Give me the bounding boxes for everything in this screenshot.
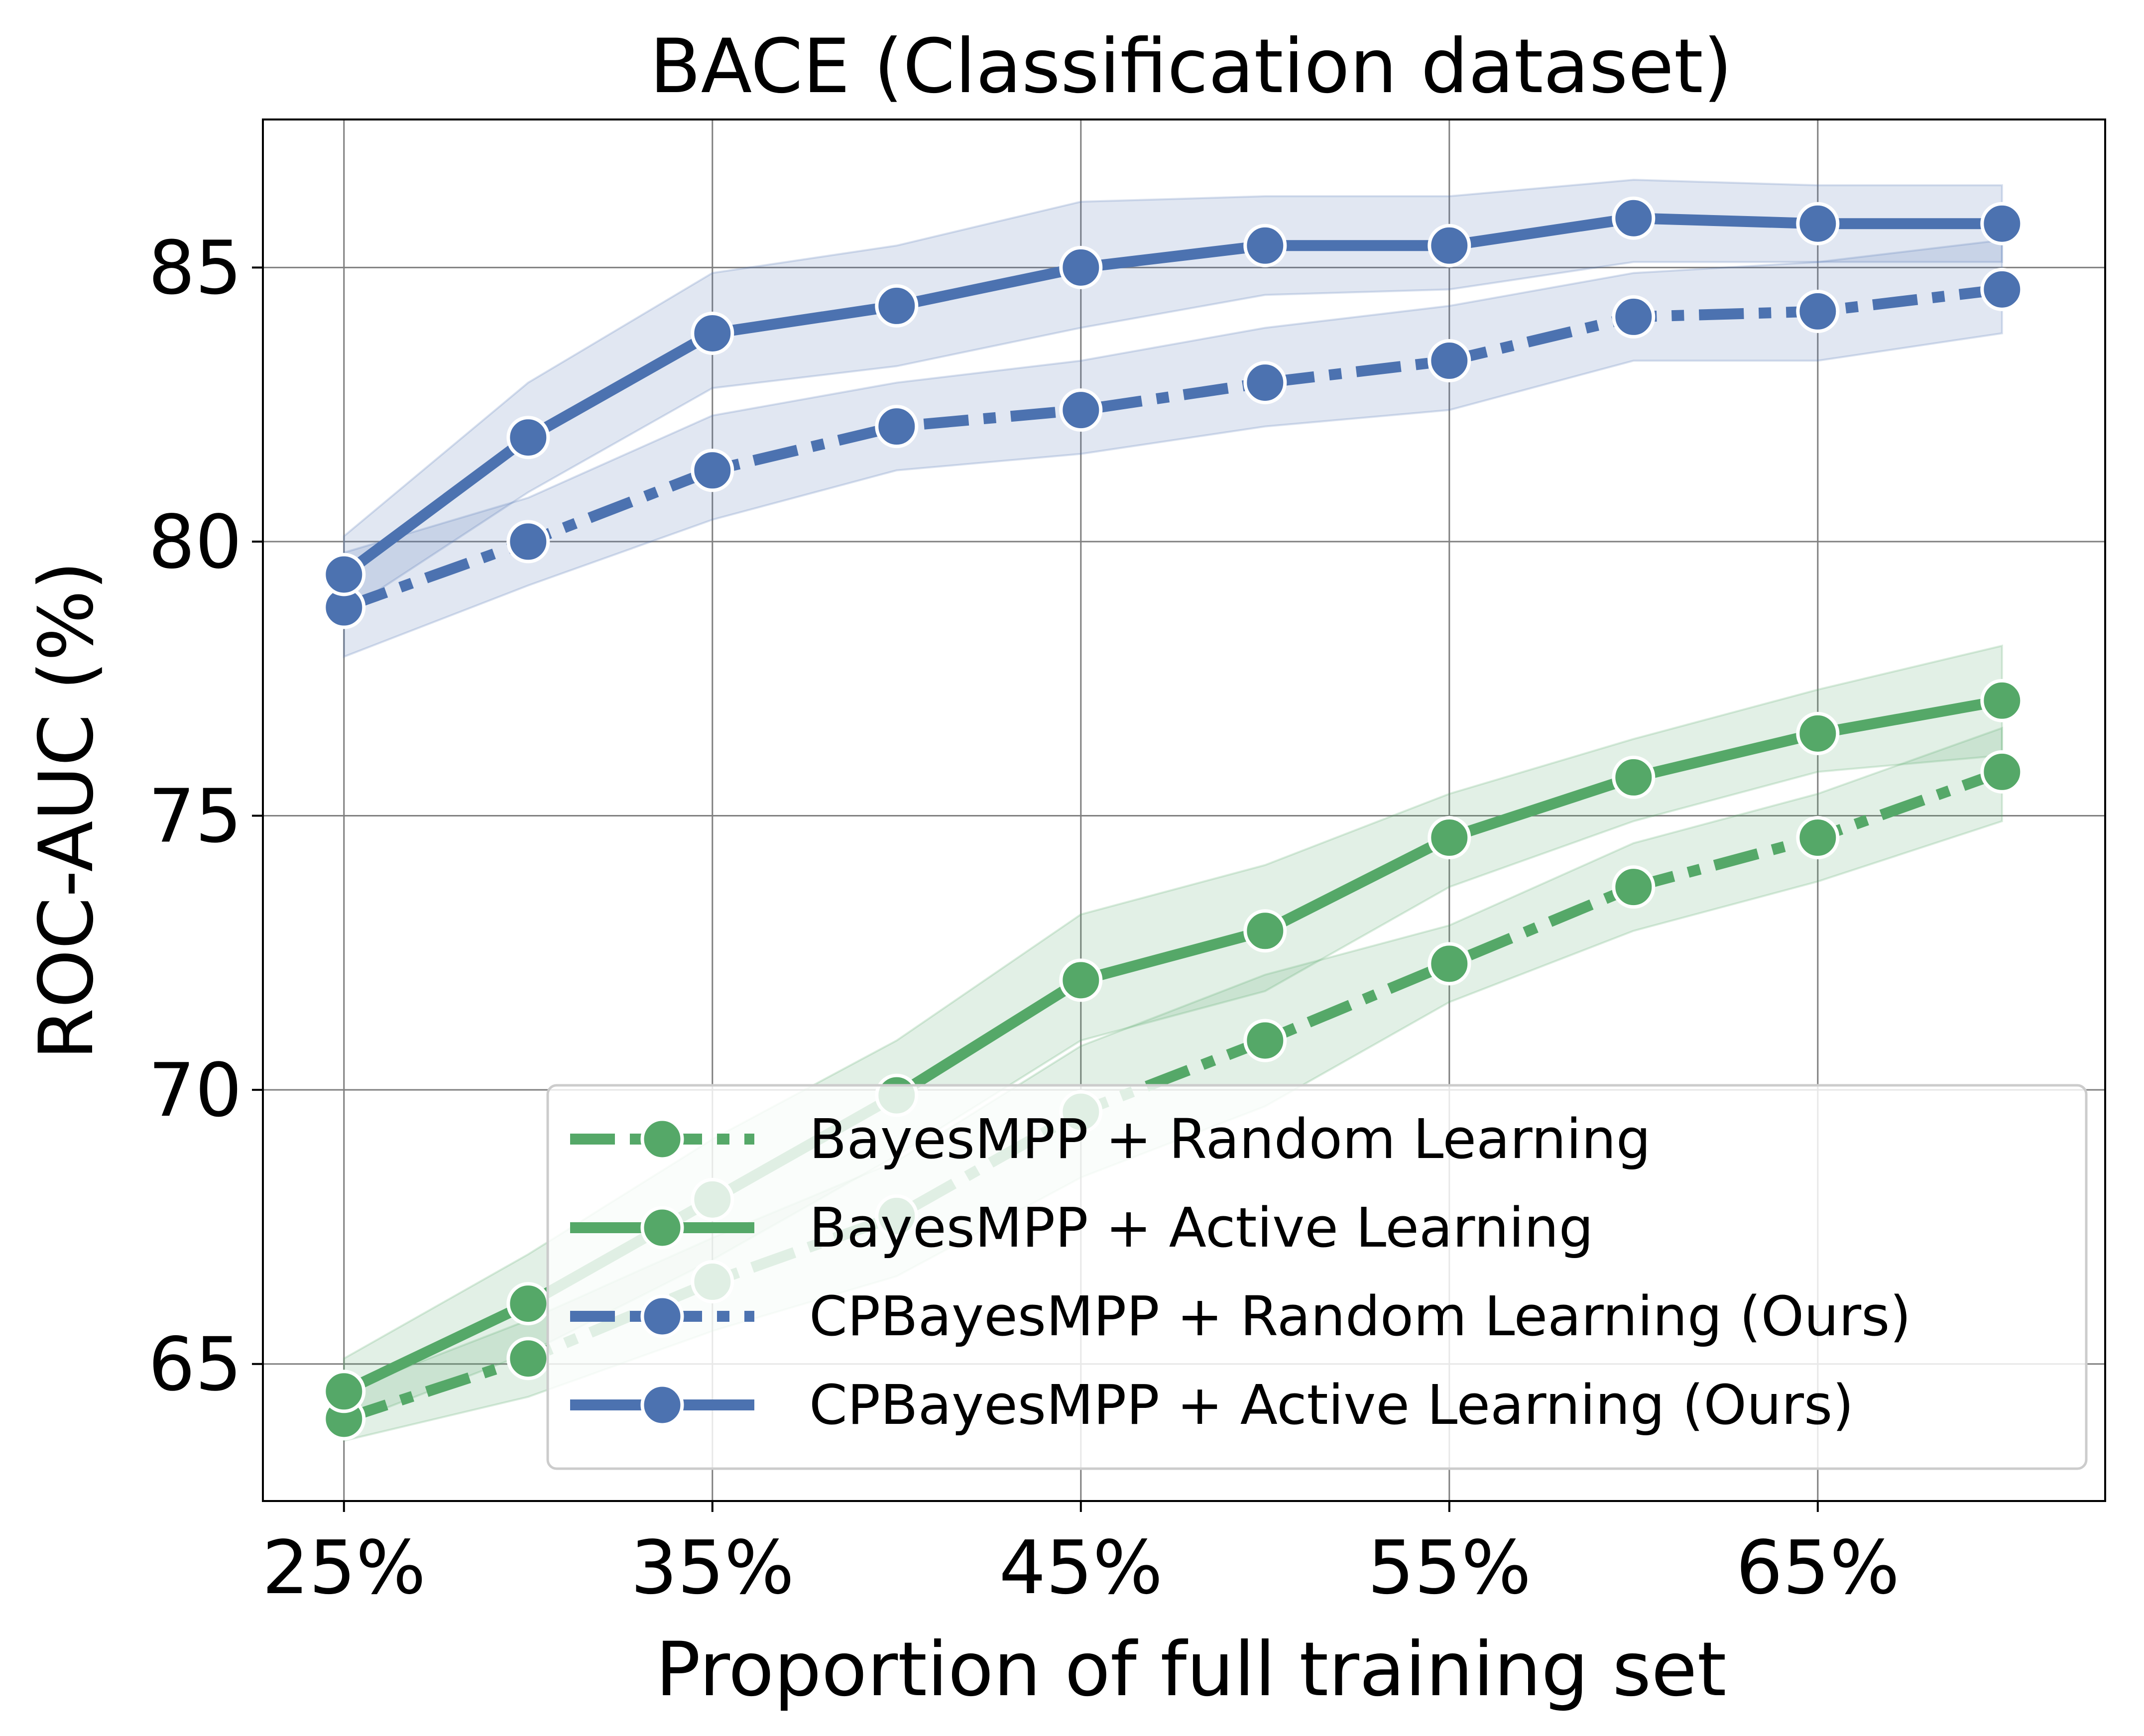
data-point	[1059, 958, 1103, 1002]
legend: BayesMPP + Random Learning BayesMPP + Act…	[546, 1084, 2088, 1470]
legend-marker-3	[640, 1294, 684, 1338]
legend-label-3: CPBayesMPP + Random Learning (Ours)	[809, 1284, 1911, 1348]
data-point	[1059, 245, 1103, 289]
plot-frame	[262, 118, 2106, 1502]
y-tick-label: 85	[148, 225, 242, 311]
data-point	[691, 449, 734, 492]
data-point	[1612, 755, 1656, 799]
y-axis-label: ROC-AUC (%)	[23, 561, 110, 1060]
data-point	[1980, 679, 2024, 722]
axis-ticks: 25% 35% 45% 55% 65% 65 70 75 80 85	[148, 225, 1900, 1611]
data-point	[322, 1370, 366, 1413]
data-point	[1612, 865, 1656, 909]
data-point	[1796, 289, 1840, 333]
data-point	[506, 1282, 550, 1326]
data-point	[1428, 339, 1471, 383]
legend-marker-1	[640, 1117, 684, 1161]
legend-label-2: BayesMPP + Active Learning	[809, 1196, 1593, 1260]
x-tick-label: 65%	[1736, 1525, 1900, 1611]
legend-marker-4	[640, 1383, 684, 1427]
data-point	[875, 405, 919, 449]
x-tick-label: 55%	[1367, 1525, 1531, 1611]
data-point	[506, 416, 550, 460]
data-point	[506, 1337, 550, 1381]
data-point	[1243, 224, 1287, 267]
data-point	[1980, 750, 2024, 794]
legend-label-1: BayesMPP + Random Learning	[809, 1107, 1651, 1171]
data-point	[1612, 196, 1656, 240]
data-point	[1428, 942, 1471, 986]
y-tick-label: 70	[148, 1047, 242, 1133]
confidence-band-3	[343, 239, 2003, 659]
x-tick-label: 35%	[630, 1525, 794, 1611]
series-line-3	[342, 284, 2003, 613]
data-point	[1980, 202, 2024, 245]
legend-label-4: CPBayesMPP + Active Learning (Ours)	[809, 1373, 1854, 1437]
data-point	[1428, 816, 1471, 860]
series-line-4	[341, 213, 2002, 579]
data-point	[1428, 224, 1471, 267]
y-tick-label: 80	[148, 499, 242, 585]
legend-marker-2	[640, 1206, 684, 1250]
data-point	[1796, 202, 1840, 245]
confidence-band-4	[343, 179, 2003, 615]
y-tick-label: 75	[148, 774, 242, 859]
data-point	[1796, 816, 1840, 860]
data-point	[1243, 361, 1287, 405]
chart-title: BACE (Classification dataset)	[650, 23, 1732, 110]
y-tick-label: 65	[148, 1322, 242, 1407]
data-point	[1243, 1019, 1287, 1062]
data-point	[691, 311, 734, 355]
data-point	[1243, 909, 1287, 953]
legend-box	[546, 1084, 2088, 1470]
x-axis-label: Proportion of full training set	[656, 1626, 1727, 1713]
x-tick-label: 25%	[262, 1525, 426, 1611]
data-point	[1796, 711, 1840, 755]
data-point	[506, 520, 550, 564]
x-tick-label: 45%	[999, 1525, 1163, 1611]
data-point	[875, 284, 919, 328]
data-point	[1980, 267, 2024, 311]
data-point	[1059, 388, 1103, 432]
data-point	[1612, 295, 1656, 339]
data-point	[322, 553, 366, 596]
